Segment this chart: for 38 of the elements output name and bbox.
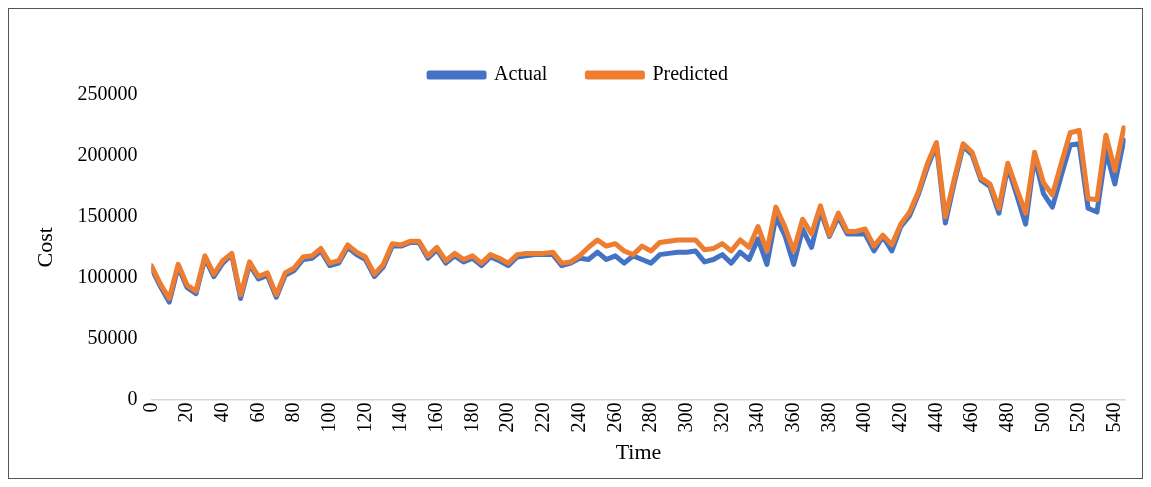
x-tick-label: 340: [745, 402, 768, 433]
x-tick-label: 480: [995, 402, 1018, 433]
x-tick-label: 420: [888, 402, 910, 433]
x-tick-label: 360: [780, 402, 803, 433]
legend-label: Actual: [494, 62, 548, 85]
x-tick-label: 120: [352, 402, 375, 433]
x-tick-label: 320: [709, 402, 732, 433]
x-tick-label: 520: [1066, 402, 1089, 433]
y-tick-label: 50000: [87, 325, 138, 348]
x-tick-label: 20: [174, 402, 197, 423]
y-tick-label: 250000: [77, 82, 138, 105]
x-tick-label: 260: [602, 402, 625, 433]
x-tick-label: 440: [923, 402, 946, 433]
x-tick-label: 220: [531, 402, 554, 433]
y-axis-title: Cost: [31, 227, 57, 268]
x-tick-label: 300: [673, 402, 696, 433]
x-tick-label: 460: [959, 402, 982, 433]
x-tick-label: 180: [459, 402, 482, 433]
x-tick-label: 140: [388, 402, 411, 433]
y-tick-label: 200000: [77, 143, 138, 166]
x-tick-label: 160: [424, 402, 447, 433]
x-tick-label: 80: [281, 402, 304, 423]
y-tick-label: 150000: [77, 204, 138, 227]
x-tick-label: 400: [852, 402, 875, 433]
legend-label: Predicted: [652, 62, 728, 85]
x-tick-label: 40: [210, 402, 233, 423]
x-tick-label: 240: [566, 402, 589, 433]
x-tick-label: 100: [317, 402, 340, 433]
x-tick-label: 500: [1030, 402, 1053, 433]
x-tick-label: 280: [638, 402, 661, 433]
x-tick-label: 380: [816, 402, 839, 433]
y-tick-label: 0: [127, 386, 138, 409]
x-tick-label: 200: [495, 402, 518, 433]
x-tick-label: 0: [138, 402, 161, 413]
x-axis-title: Time: [615, 438, 662, 464]
y-tick-label: 100000: [77, 265, 138, 288]
x-tick-label: 60: [245, 402, 268, 423]
x-tick-label: 540: [1102, 402, 1125, 433]
